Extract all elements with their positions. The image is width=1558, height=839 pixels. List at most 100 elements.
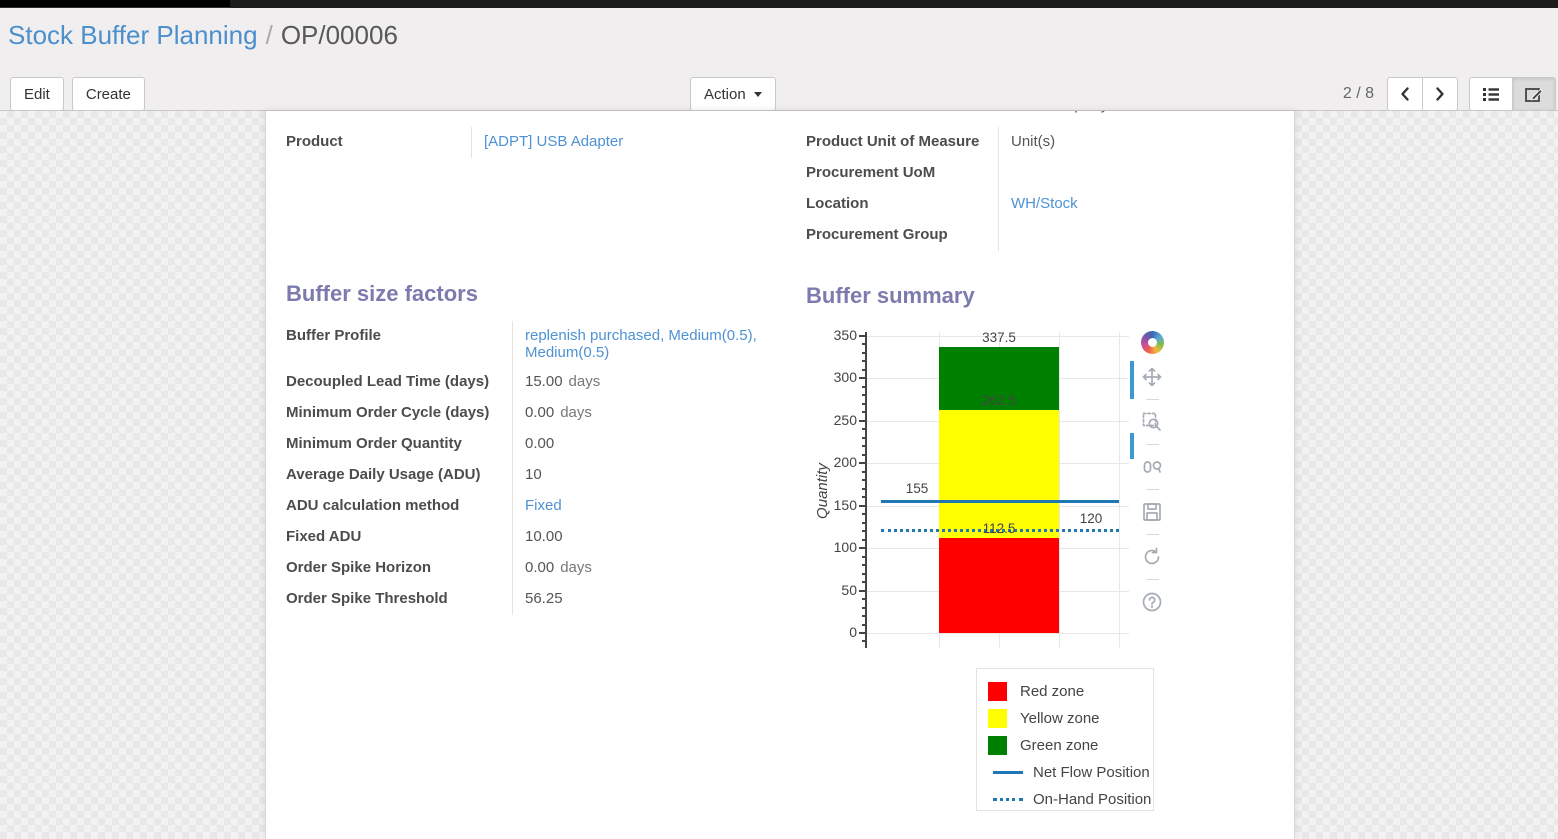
field-label: Buffer Profile [286, 327, 382, 344]
y-axis-title: Quantity [814, 463, 831, 519]
y-minor-tick [862, 572, 867, 575]
legend-item-green-zone[interactable]: Green zone [977, 732, 1153, 759]
buffer-size-factors-heading: Buffer size factors [286, 281, 478, 306]
field-row-location: Location WH/Stock [806, 189, 1288, 220]
save-icon[interactable] [1139, 499, 1165, 525]
y-minor-tick [862, 394, 867, 397]
pan-icon[interactable] [1139, 364, 1165, 390]
reset-axes-icon[interactable] [1139, 544, 1165, 570]
y-major-tick [859, 504, 867, 507]
buffer-summary-chart: 0 50 100 150 200 250 300 350 155 120 337.5 262.5 112… [811, 325, 1231, 827]
y-gridline [867, 633, 1129, 634]
y-minor-tick [862, 411, 867, 414]
box-zoom-icon[interactable] [1139, 409, 1165, 435]
list-view-button[interactable] [1469, 77, 1513, 111]
y-major-tick [859, 547, 867, 550]
field-row-procurement-uom: Procurement UoM [806, 158, 1288, 189]
pager-next-button[interactable] [1422, 77, 1458, 111]
field-row-buffer-profile: Buffer Profile replenish purchased, Medi… [286, 321, 791, 367]
clipped-row-fragment: YourCompany [1008, 111, 1228, 116]
on-hand-position-line [881, 529, 1119, 533]
y-minor-tick [862, 360, 867, 363]
location-link[interactable]: WH/Stock [1011, 195, 1078, 212]
y-tick-label: 0 [849, 624, 857, 640]
modebar-separator [1145, 489, 1159, 490]
pager-buttons [1387, 77, 1458, 111]
field-value: [ADPT] USB Adapter [471, 127, 791, 158]
y-minor-tick [862, 538, 867, 541]
field-label: Average Daily Usage (ADU) [286, 466, 481, 483]
y-major-tick [859, 632, 867, 634]
edit-button[interactable]: Edit [10, 77, 64, 111]
legend-label: Red zone [1020, 683, 1085, 700]
field-row-order-spike-threshold: Order Spike Threshold 56.25 [286, 584, 791, 615]
field-label: Fixed ADU [286, 528, 362, 545]
product-link[interactable]: [ADPT] USB Adapter [484, 133, 624, 150]
field-row-product-uom: Product Unit of Measure Unit(s) [806, 127, 1288, 158]
y-axis-line [865, 332, 867, 648]
field-suffix: days [560, 404, 592, 421]
y-minor-tick [862, 530, 867, 533]
zone-boundary-label: 337.5 [982, 329, 1016, 345]
y-major-tick [859, 462, 867, 465]
y-tick-label: 150 [833, 496, 857, 513]
product-info-group: Product [ADPT] USB Adapter [286, 127, 791, 158]
hover-compare-icon[interactable] [1139, 454, 1165, 480]
y-tick-label: 100 [833, 539, 857, 556]
top-navbar-active-segment [0, 0, 230, 8]
action-button[interactable]: Action [690, 77, 776, 111]
net-flow-value-label: 155 [905, 481, 929, 497]
y-minor-tick [862, 436, 867, 439]
field-row-procurement-group: Procurement Group [806, 220, 1288, 251]
plotly-logo-icon[interactable] [1139, 329, 1165, 355]
field-row-decoupled-lead-time: Decoupled Lead Time (days) 15.00 days [286, 367, 791, 398]
plotly-modebar [1137, 329, 1167, 624]
breadcrumb-section-link[interactable]: Stock Buffer Planning [8, 20, 258, 50]
y-major-tick [859, 419, 867, 422]
y-minor-tick [862, 453, 867, 456]
legend-item-yellow-zone[interactable]: Yellow zone [977, 705, 1153, 732]
pager-and-views: 2 / 8 [1343, 77, 1556, 111]
yellow-zone-bar [939, 410, 1059, 538]
form-background: YourCompany Product [ADPT] USB Adapter P… [0, 111, 1558, 839]
legend-item-red-zone[interactable]: Red zone [977, 678, 1153, 705]
y-major-tick [859, 589, 867, 592]
field-label: Minimum Order Quantity [286, 435, 462, 452]
field-value: 0.00 days [512, 553, 791, 584]
y-minor-tick [862, 445, 867, 448]
field-label: Product [286, 133, 343, 150]
chevron-left-icon [1401, 87, 1409, 101]
pager-previous-button[interactable] [1387, 77, 1423, 111]
field-value: 10.00 [512, 522, 791, 553]
pager-counter: 2 / 8 [1342, 85, 1374, 102]
field-value: 56.25 [512, 584, 791, 615]
field-suffix: days [568, 373, 601, 390]
field-value: 0.00 [512, 429, 791, 460]
field-value: Unit(s) [998, 127, 1288, 158]
adu-method-link[interactable]: Fixed [525, 497, 562, 514]
modebar-separator [1145, 399, 1159, 400]
field-label: ADU calculation method [286, 497, 460, 514]
legend-label: Yellow zone [1020, 710, 1100, 727]
y-major-tick [859, 377, 867, 380]
help-icon[interactable] [1139, 589, 1165, 615]
field-label: Procurement UoM [806, 164, 936, 181]
field-row-minimum-order-cycle: Minimum Order Cycle (days) 0.00 days [286, 398, 791, 429]
buffer-profile-link[interactable]: replenish purchased, Medium(0.5), Medium… [525, 327, 757, 361]
legend-label: On-Hand Position [1033, 791, 1152, 808]
y-tick-label: 300 [833, 369, 857, 386]
y-major-tick [859, 335, 867, 337]
legend-item-on-hand-position[interactable]: On-Hand Position [977, 786, 1153, 813]
field-label: Minimum Order Cycle (days) [286, 404, 490, 421]
create-button[interactable]: Create [71, 77, 145, 111]
y-minor-tick [862, 623, 867, 626]
legend-label: Net Flow Position [1033, 764, 1150, 781]
field-value [998, 220, 1288, 251]
field-row-product: Product [ADPT] USB Adapter [286, 127, 791, 158]
form-view-button[interactable] [1512, 77, 1556, 111]
view-switcher [1469, 77, 1556, 111]
y-tick-label: 200 [833, 454, 857, 471]
field-label: Order Spike Horizon [286, 559, 432, 576]
legend-item-net-flow-position[interactable]: Net Flow Position [977, 759, 1153, 786]
chevron-down-icon [753, 91, 762, 97]
